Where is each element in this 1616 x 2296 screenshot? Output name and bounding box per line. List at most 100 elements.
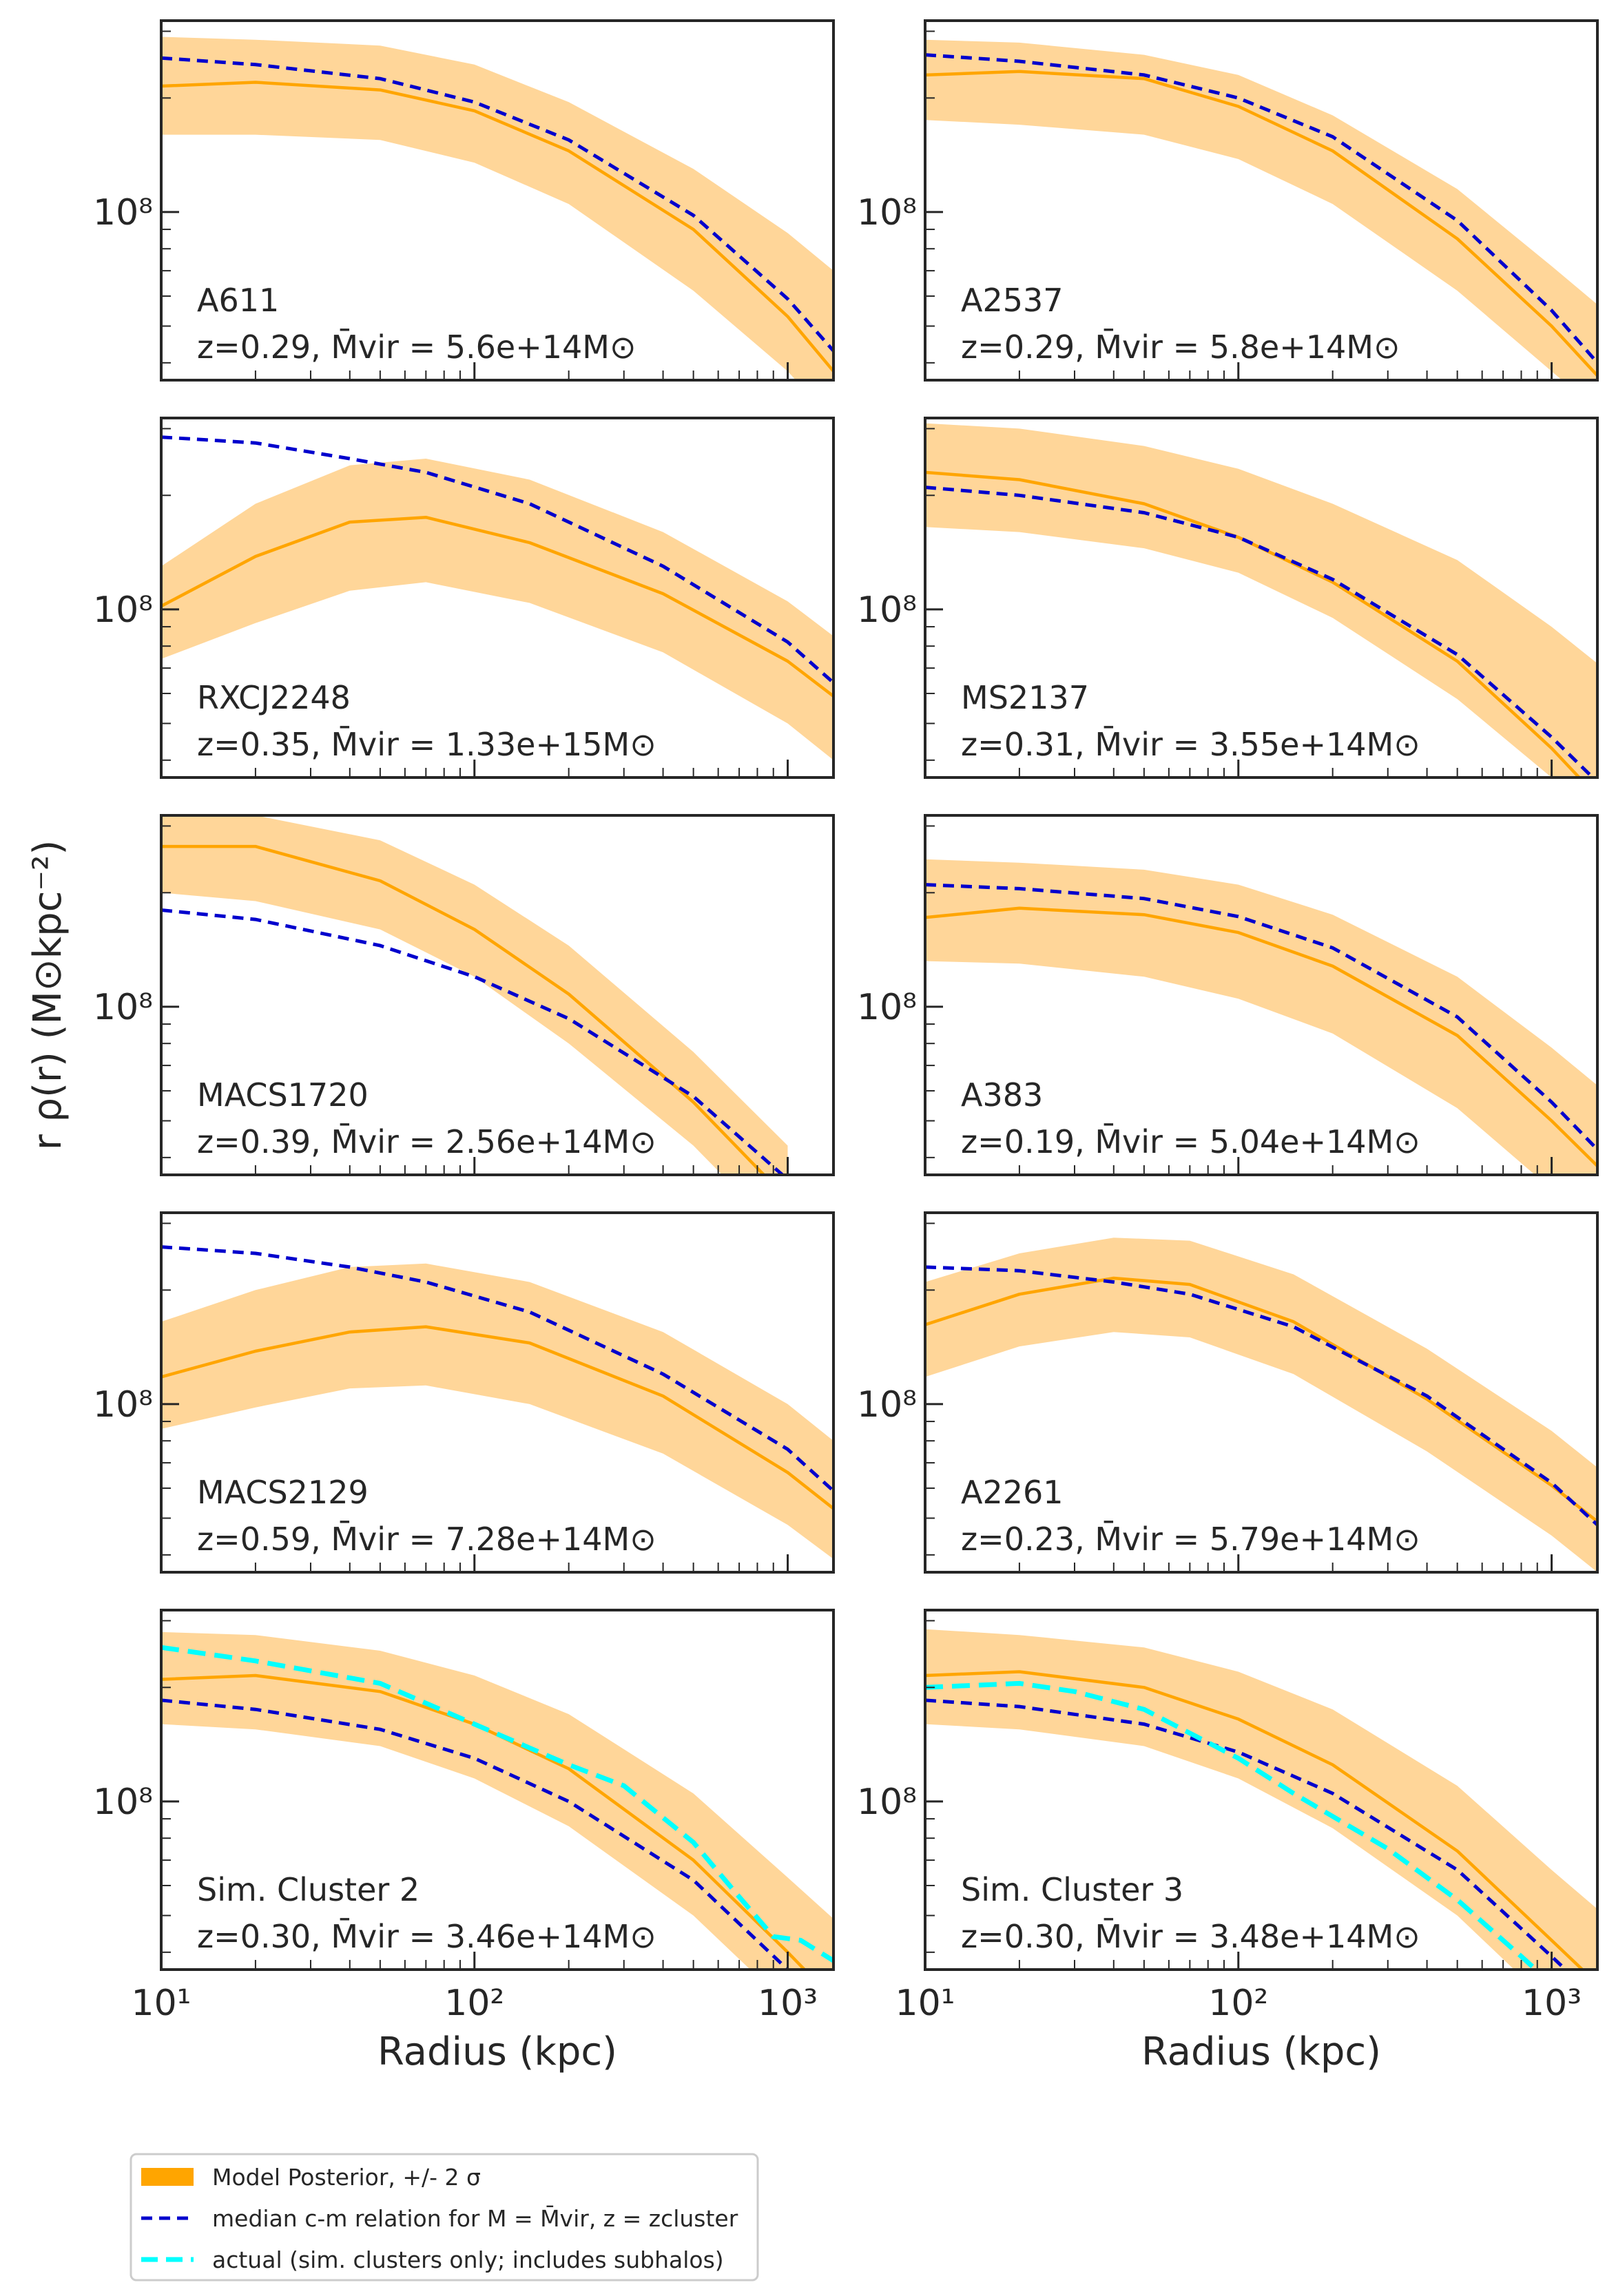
- panel-plot-area: [925, 859, 1597, 1175]
- legend-label-posterior: Model Posterior, +/- 2 σ: [212, 2164, 481, 2191]
- posterior-band: [925, 1238, 1597, 1572]
- y-tick-label: 10⁸: [857, 1384, 917, 1426]
- posterior-median-line: [925, 70, 1597, 377]
- actual-profile-line: [925, 1680, 1540, 1970]
- x-tick-label: 10¹: [895, 1983, 955, 2024]
- panel-frame: [924, 1211, 1599, 1574]
- panel-cluster-name: A2261: [961, 1474, 1064, 1511]
- x-tick-label: 10²: [1208, 1983, 1268, 2024]
- panel-cluster-info: z=0.30, M̄vir = 3.46e+14M⊙: [197, 1918, 656, 1955]
- panel-cluster-info: z=0.29, M̄vir = 5.8e+14M⊙: [961, 328, 1400, 366]
- cm-relation-line: [161, 435, 833, 685]
- posterior-median-line: [161, 81, 833, 373]
- panel-cluster-info: z=0.23, M̄vir = 5.79e+14M⊙: [961, 1521, 1420, 1558]
- panel-a383: 10⁸ A383 z=0.19, M̄vir = 5.04e+14M⊙: [857, 814, 1599, 1176]
- panel-cluster-name: RXCJ2248: [197, 679, 351, 716]
- panel-plot-area: [161, 435, 833, 760]
- actual-profile-line: [161, 1645, 833, 1963]
- panel-sim-cluster-2: 10⁸ 10¹ 10² 10³ Sim. Cluster 2 z=0.30, M̄vir …: [93, 1609, 835, 2024]
- x-tick-label: 10¹: [131, 1983, 191, 2024]
- panel-rxcj2248: 10⁸ RXCJ2248 z=0.35, M̄vir = 1.33e+15M⊙: [93, 417, 835, 779]
- x-tick-label: 10³: [758, 1983, 818, 2024]
- posterior-median-line: [925, 1276, 1597, 1523]
- posterior-band: [925, 859, 1597, 1175]
- panel-plot-area: [161, 1631, 833, 1970]
- panel-ms2137: 10⁸ MS2137 z=0.31, M̄vir = 3.55e+14M⊙: [857, 417, 1599, 779]
- y-tick-label: 10⁸: [857, 1782, 917, 1823]
- y-tick-label: 10⁸: [857, 589, 917, 631]
- y-tick-label: 10⁸: [93, 1782, 153, 1823]
- panels: 10⁸ A611 z=0.29, M̄vir = 5.6e+14M⊙ 10⁸ A2537…: [93, 19, 1599, 2024]
- panel-macs2129: 10⁸ MACS2129 z=0.59, M̄vir = 7.28e+14M⊙: [93, 1211, 835, 1574]
- legend-swatch-posterior: [141, 2168, 194, 2186]
- panel-cluster-name: MS2137: [961, 679, 1089, 716]
- panel-cluster-name: A2537: [961, 282, 1064, 319]
- panel-frame: [160, 1609, 835, 1971]
- legend-label-median: median c-m relation for M = M̄vir, z = z…: [212, 2204, 738, 2232]
- panel-plot-area: [161, 815, 788, 1175]
- panel-plot-area: [925, 39, 1597, 380]
- x-axis-label-right: Radius (kpc): [1141, 2029, 1381, 2074]
- y-tick-label: 10⁸: [857, 987, 917, 1028]
- y-tick-label: 10⁸: [93, 589, 153, 631]
- panel-frame: [160, 19, 835, 382]
- panel-frame: [160, 814, 835, 1176]
- posterior-median-line: [925, 1670, 1585, 1970]
- legend-frame: [130, 2153, 759, 2282]
- x-tick-label: 10³: [1522, 1983, 1582, 2024]
- panel-frame: [924, 1609, 1599, 1971]
- panel-cluster-name: Sim. Cluster 2: [197, 1871, 419, 1908]
- panel-cluster-name: Sim. Cluster 3: [961, 1871, 1183, 1908]
- x-tick-label: 10²: [444, 1983, 504, 2024]
- posterior-band: [161, 36, 833, 380]
- cm-relation-line: [925, 486, 1595, 777]
- panel-frame: [160, 417, 835, 779]
- panel-cluster-info: z=0.39, M̄vir = 2.56e+14M⊙: [197, 1123, 656, 1160]
- panel-a2537: 10⁸ A2537 z=0.29, M̄vir = 5.8e+14M⊙: [857, 19, 1599, 382]
- panel-sim-cluster-3: 10⁸ 10¹ 10² 10³ Sim. Cluster 3 z=0.30, M̄vir …: [857, 1609, 1599, 2024]
- panel-a2261: 10⁸ A2261 z=0.23, M̄vir = 5.79e+14M⊙: [857, 1211, 1599, 1574]
- cm-relation-line: [161, 1698, 790, 1970]
- panel-macs1720: 10⁸ MACS1720 z=0.39, M̄vir = 2.56e+14M⊙: [93, 814, 835, 1176]
- cm-relation-line: [925, 883, 1597, 1151]
- legend: Model Posterior, +/- 2 σ median c-m rela…: [130, 2153, 759, 2282]
- panel-plot-area: [161, 1245, 833, 1559]
- cm-relation-line: [925, 1698, 1568, 1970]
- posterior-median-line: [161, 1325, 833, 1510]
- panel-cluster-name: MACS1720: [197, 1076, 369, 1114]
- panel-cluster-info: z=0.35, M̄vir = 1.33e+15M⊙: [197, 726, 656, 763]
- y-tick-label: 10⁸: [93, 987, 153, 1028]
- posterior-band: [161, 1263, 833, 1559]
- legend-label-actual: actual (sim. clusters only; includes sub…: [212, 2246, 724, 2273]
- panel-cluster-info: z=0.59, M̄vir = 7.28e+14M⊙: [197, 1521, 656, 1558]
- panel-cluster-name: A611: [197, 282, 279, 319]
- y-tick-label: 10⁸: [93, 192, 153, 233]
- posterior-band: [161, 815, 788, 1175]
- panel-plot-area: [925, 1629, 1597, 1970]
- posterior-band: [925, 39, 1597, 380]
- panel-frame: [160, 1211, 835, 1574]
- posterior-band: [161, 459, 833, 760]
- cm-relation-line: [925, 1265, 1597, 1527]
- posterior-median-line: [925, 906, 1597, 1167]
- cm-relation-line: [161, 908, 785, 1175]
- y-axis-label: r ρ(r) (M⊙kpc⁻²): [25, 840, 70, 1151]
- posterior-median-line: [161, 844, 767, 1175]
- cm-relation-line: [161, 1245, 833, 1492]
- panel-cluster-info: z=0.19, M̄vir = 5.04e+14M⊙: [961, 1123, 1420, 1160]
- panel-frame: [924, 19, 1599, 382]
- posterior-band: [925, 423, 1597, 777]
- x-axis-label-left: Radius (kpc): [377, 2029, 617, 2074]
- panel-cluster-info: z=0.31, M̄vir = 3.55e+14M⊙: [961, 726, 1420, 763]
- panel-frame: [924, 814, 1599, 1176]
- cm-relation-line: [161, 56, 833, 353]
- posterior-median-line: [161, 515, 833, 698]
- panel-a611: 10⁸ A611 z=0.29, M̄vir = 5.6e+14M⊙: [93, 19, 835, 382]
- panel-cluster-info: z=0.30, M̄vir = 3.48e+14M⊙: [961, 1918, 1420, 1955]
- posterior-band: [161, 1631, 833, 1970]
- posterior-band: [925, 1629, 1597, 1970]
- posterior-median-line: [925, 470, 1582, 777]
- panel-plot-area: [925, 1238, 1597, 1572]
- y-tick-label: 10⁸: [93, 1384, 153, 1426]
